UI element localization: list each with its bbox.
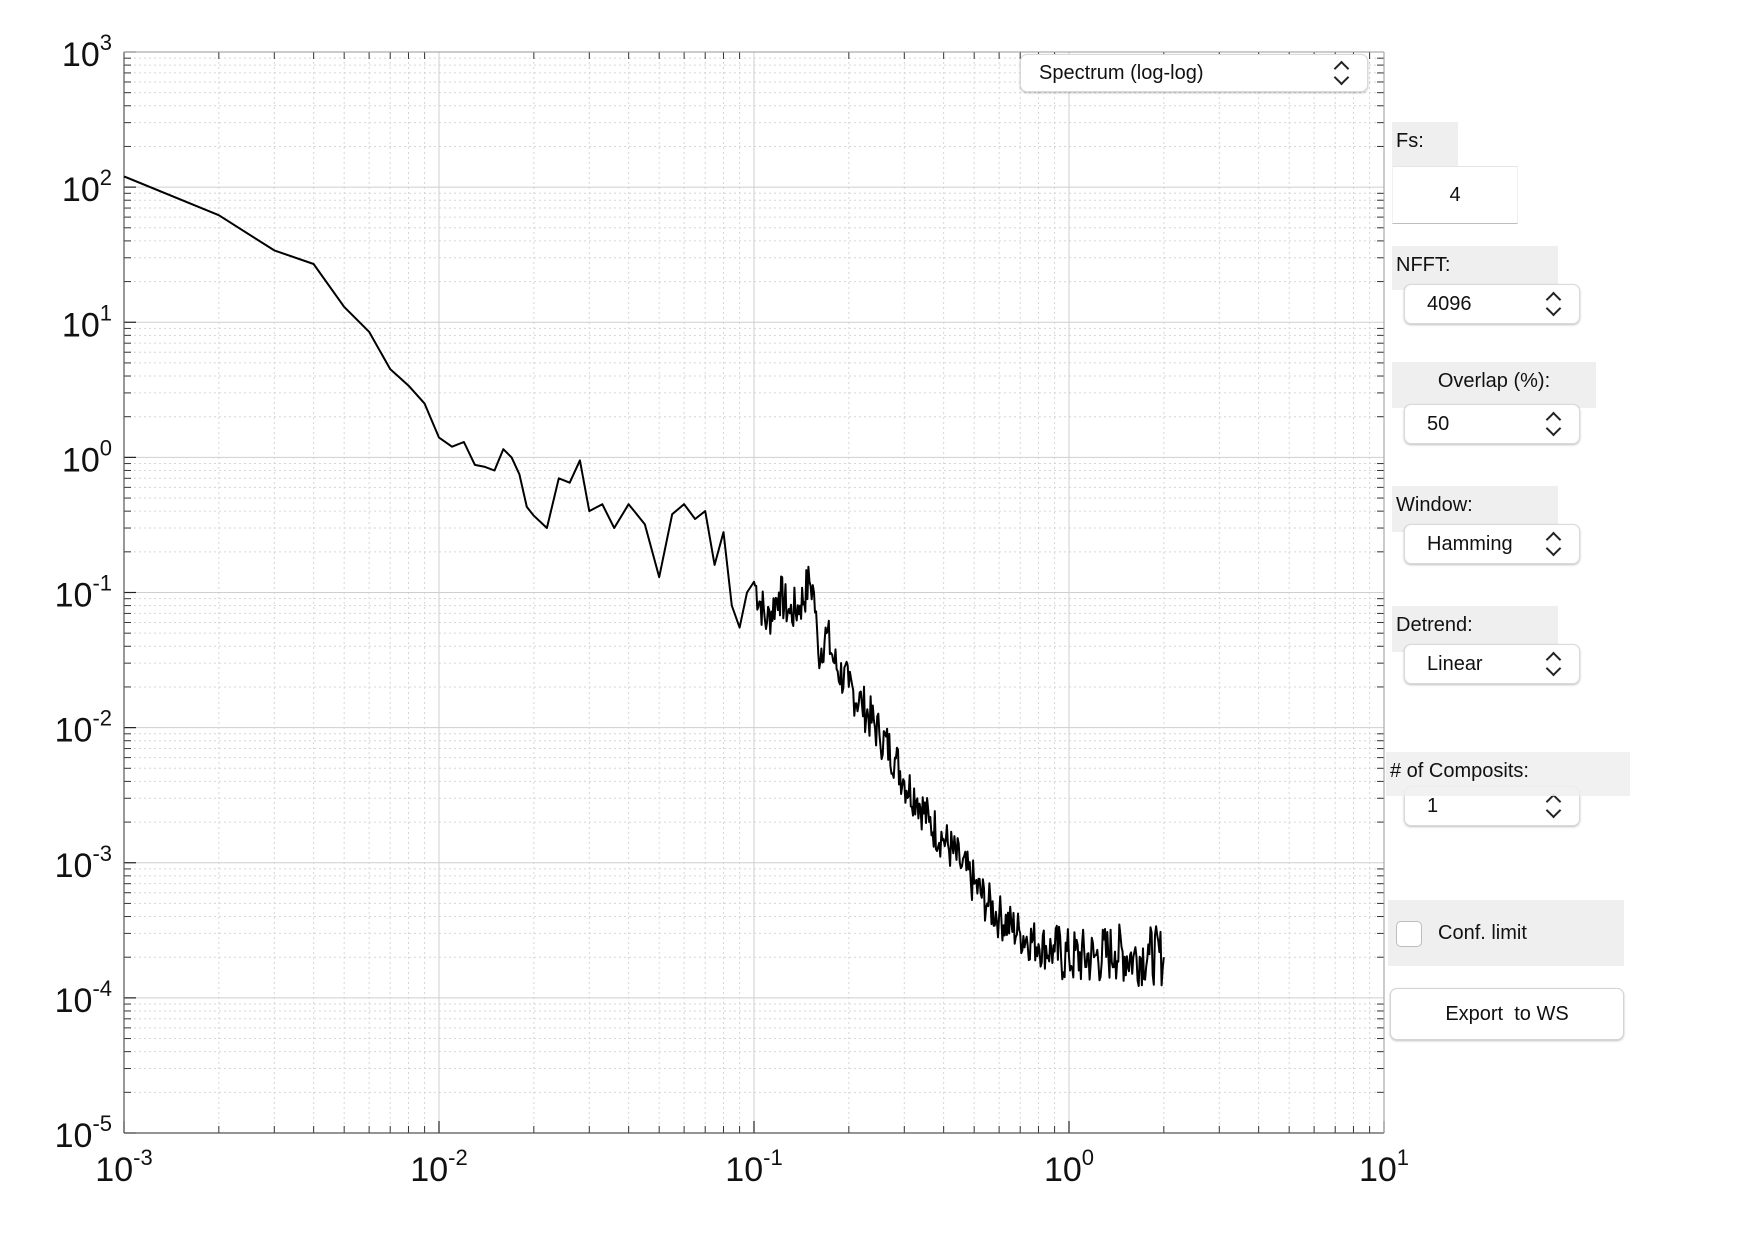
y-tick-label: 10-5 (55, 1111, 112, 1155)
spectrum-line (123, 175, 1165, 987)
fs-label: Fs: (1392, 122, 1458, 166)
x-tick-label: 10-1 (725, 1145, 782, 1189)
y-tick-label: 10-4 (55, 976, 112, 1020)
x-tick-label: 10-2 (410, 1145, 467, 1189)
conf-limit-panel (1388, 900, 1624, 966)
y-tick-label: 10-1 (55, 571, 112, 615)
detrend-select[interactable]: Linear (1404, 644, 1580, 684)
axis-ticks (123, 51, 1385, 1134)
chevron-updown-icon (1543, 649, 1565, 679)
composits-label: # of Composits: (1386, 752, 1630, 796)
chevron-updown-icon (1543, 409, 1565, 439)
x-tick-label: 10-3 (95, 1145, 152, 1189)
tick-labels: 10-3 10-2 10-1 100 101 103 102 101 100 10-1 10-2 10… (55, 30, 1409, 1189)
chevron-updown-icon (1331, 58, 1353, 88)
y-tick-label: 103 (62, 30, 112, 74)
plot-type-value: Spectrum (log-log) (1039, 61, 1204, 84)
conf-limit-label: Conf. limit (1438, 922, 1527, 944)
y-tick-label: 100 (62, 435, 112, 479)
detrend-value: Linear (1427, 652, 1483, 675)
plot-type-select[interactable]: Spectrum (log-log) (1020, 54, 1368, 92)
major-grid (123, 51, 1385, 1134)
chevron-updown-icon (1543, 289, 1565, 319)
nfft-select[interactable]: 4096 (1404, 284, 1580, 324)
overlap-select[interactable]: 50 (1404, 404, 1580, 444)
window-value: Hamming (1427, 532, 1513, 555)
conf-limit-checkbox[interactable] (1396, 921, 1422, 947)
nfft-value: 4096 (1427, 292, 1472, 315)
y-tick-label: 10-3 (55, 841, 112, 885)
chevron-updown-icon (1543, 529, 1565, 559)
nfft-label: NFFT: (1392, 246, 1558, 290)
fs-input[interactable]: 4 (1392, 166, 1518, 224)
y-tick-label: 10-2 (55, 706, 112, 750)
x-tick-label: 101 (1359, 1145, 1409, 1189)
export-to-ws-button[interactable]: Export to WS (1390, 988, 1624, 1040)
plot-series (123, 175, 1165, 987)
overlap-label: Overlap (%): (1392, 362, 1596, 408)
composits-value: 1 (1427, 794, 1439, 817)
y-tick-label: 102 (62, 165, 112, 209)
window-select[interactable]: Hamming (1404, 524, 1580, 564)
overlap-value: 50 (1427, 412, 1450, 435)
x-tick-label: 100 (1044, 1145, 1094, 1189)
y-tick-label: 101 (62, 300, 112, 344)
